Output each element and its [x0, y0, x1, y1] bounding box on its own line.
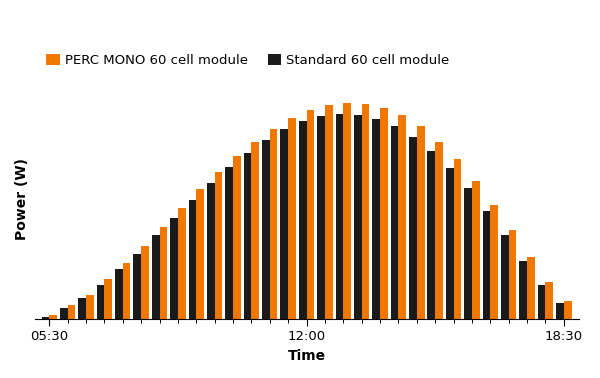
X-axis label: Time: Time [287, 349, 326, 363]
Bar [226, 167, 233, 319]
Bar [527, 257, 535, 319]
Bar [68, 305, 76, 319]
Bar [520, 260, 527, 319]
Bar [409, 137, 417, 319]
Bar [280, 129, 288, 319]
Bar [41, 317, 49, 319]
Bar [196, 189, 204, 319]
Bar [472, 181, 479, 319]
Bar [556, 303, 564, 319]
Legend: PERC MONO 60 cell module, Standard 60 cell module: PERC MONO 60 cell module, Standard 60 ce… [41, 49, 455, 73]
Bar [104, 279, 112, 319]
Bar [60, 308, 68, 319]
Bar [564, 301, 572, 319]
Bar [262, 140, 270, 319]
Bar [482, 211, 490, 319]
Bar [398, 115, 406, 319]
Bar [427, 151, 435, 319]
Bar [380, 108, 388, 319]
Bar [343, 102, 351, 319]
Bar [362, 104, 370, 319]
Bar [233, 156, 241, 319]
Bar [123, 263, 130, 319]
Bar [454, 160, 461, 319]
Bar [299, 121, 307, 319]
Bar [325, 105, 332, 319]
Bar [215, 172, 223, 319]
Bar [207, 183, 215, 319]
Bar [78, 298, 86, 319]
Bar [538, 285, 545, 319]
Bar [317, 116, 325, 319]
Bar [170, 217, 178, 319]
Bar [270, 129, 277, 319]
Bar [509, 230, 517, 319]
Bar [307, 110, 314, 319]
Bar [545, 282, 553, 319]
Bar [160, 227, 167, 319]
Bar [49, 316, 57, 319]
Bar [435, 142, 443, 319]
Bar [464, 189, 472, 319]
Bar [97, 285, 104, 319]
Bar [133, 254, 141, 319]
Bar [288, 118, 296, 319]
Bar [86, 294, 94, 319]
Bar [251, 142, 259, 319]
Bar [188, 200, 196, 319]
Bar [417, 126, 425, 319]
Bar [373, 119, 380, 319]
Bar [501, 235, 509, 319]
Bar [446, 168, 454, 319]
Bar [115, 270, 123, 319]
Bar [141, 246, 149, 319]
Bar [490, 205, 498, 319]
Bar [178, 208, 185, 319]
Bar [391, 126, 398, 319]
Y-axis label: Power (W): Power (W) [15, 158, 29, 240]
Bar [354, 115, 362, 319]
Bar [244, 153, 251, 319]
Bar [335, 114, 343, 319]
Bar [152, 235, 160, 319]
